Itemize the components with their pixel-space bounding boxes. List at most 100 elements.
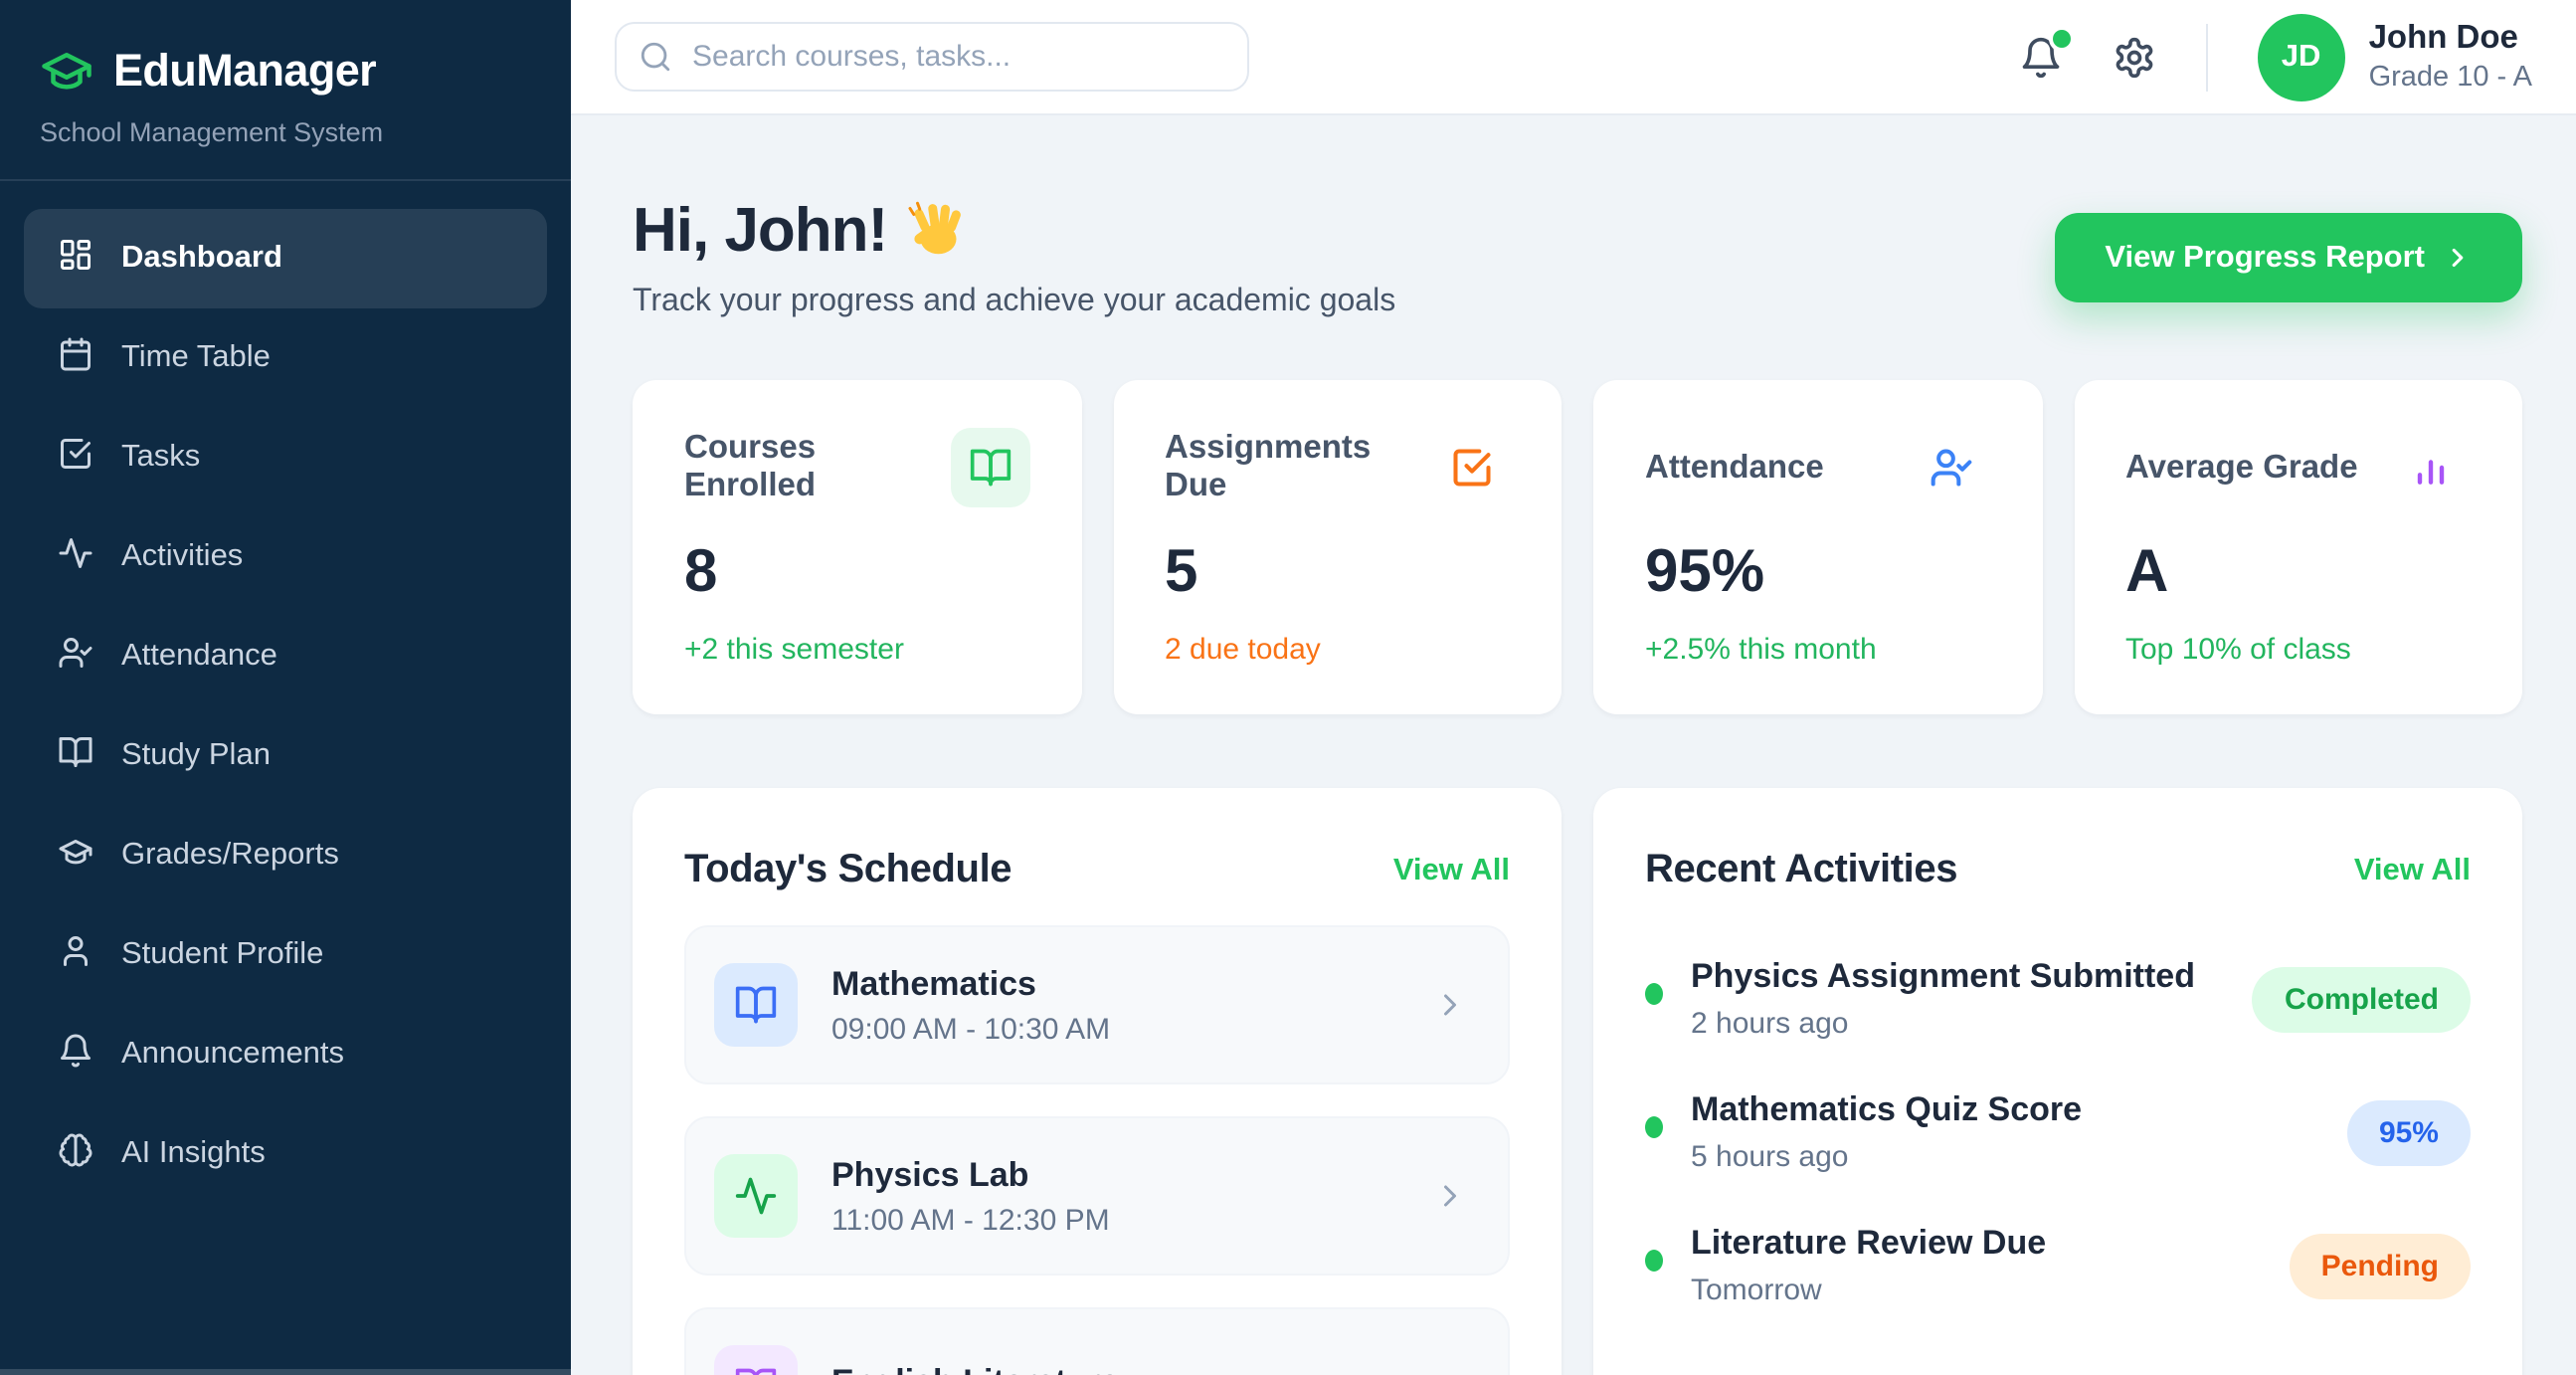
schedule-item-english-literature[interactable]: English Literature xyxy=(684,1307,1510,1375)
sidebar-item-label: Student Profile xyxy=(121,937,324,971)
user-icon xyxy=(58,932,93,978)
page-title: Hi, John! xyxy=(633,195,1395,267)
sidebar-item-label: Time Table xyxy=(121,340,271,374)
activity-time: 5 hours ago xyxy=(1691,1140,1849,1174)
activity-pulse-icon xyxy=(58,534,93,580)
stat-delta: +2.5% this month xyxy=(1645,633,1877,667)
graduation-cap-icon xyxy=(58,833,93,879)
sidebar-scrollbar[interactable] xyxy=(0,1369,571,1375)
user-check-icon xyxy=(1911,428,1990,507)
logo: EduManager xyxy=(0,0,571,98)
chevron-right-icon xyxy=(1432,987,1468,1023)
gear-icon xyxy=(2116,36,2152,78)
green-dot-icon xyxy=(1645,1250,1663,1272)
sidebar-item-label: AI Insights xyxy=(121,1136,266,1170)
chevron-right-icon xyxy=(2452,248,2464,268)
sidebar-item-label: Dashboard xyxy=(121,241,282,275)
green-dot-icon xyxy=(1645,983,1663,1005)
activity-pulse-icon xyxy=(714,1154,798,1238)
top-bar: JD John Doe Grade 10 - A xyxy=(571,0,2576,115)
sidebar-item-label: Grades/Reports xyxy=(121,838,339,872)
activity-title: Mathematics Quiz Score xyxy=(1691,1090,2083,1128)
activity-time: 2 hours ago xyxy=(1691,1007,1849,1041)
avatar: JD xyxy=(2257,13,2345,100)
settings-button[interactable] xyxy=(2113,35,2156,79)
score-badge: 95% xyxy=(2346,1099,2471,1165)
sidebar-item-label: Study Plan xyxy=(121,738,271,772)
activity-item[interactable]: Mathematics Quiz Score 5 hours ago 95% xyxy=(1645,1090,2471,1174)
search-box xyxy=(615,22,1249,92)
stat-label: Courses Enrolled xyxy=(684,430,817,503)
todays-schedule-panel: Today's Schedule View All Mathematics 09… xyxy=(633,788,1562,1375)
schedule-item-mathematics[interactable]: Mathematics 09:00 AM - 10:30 AM xyxy=(684,925,1510,1084)
stat-card-assignments-due[interactable]: Assignments Due 5 2 due today xyxy=(1113,380,1562,714)
stat-label: Average Grade xyxy=(2125,449,2358,485)
sidebar-item-student-profile[interactable]: Student Profile xyxy=(24,905,547,1005)
activity-list: Physics Assignment Submitted 2 hours ago… xyxy=(1645,957,2471,1307)
user-name: John Doe xyxy=(2368,20,2518,57)
stat-label: Assignments Due xyxy=(1165,430,1372,503)
sidebar-nav: Dashboard Time Table Tasks Activities At… xyxy=(0,181,571,1232)
class-time: 09:00 AM - 10:30 AM xyxy=(831,1012,1111,1046)
activities-view-all-link[interactable]: View All xyxy=(2353,853,2471,886)
user-grade: Grade 10 - A xyxy=(2368,61,2532,94)
bell-icon xyxy=(2022,36,2059,78)
activity-item[interactable]: Physics Assignment Submitted 2 hours ago… xyxy=(1645,957,2471,1041)
sidebar-item-tasks[interactable]: Tasks xyxy=(24,408,547,507)
sidebar-item-announcements[interactable]: Announcements xyxy=(24,1005,547,1104)
panel-title: Today's Schedule xyxy=(684,848,1012,891)
check-square-icon xyxy=(58,435,93,481)
search-input[interactable] xyxy=(615,22,1249,92)
status-badge: Completed xyxy=(2252,966,2471,1032)
sidebar-divider xyxy=(0,179,571,181)
stat-value: 5 xyxy=(1165,539,1198,605)
sidebar-item-study-plan[interactable]: Study Plan xyxy=(24,706,547,806)
chevron-right-icon xyxy=(1432,1369,1468,1375)
sidebar-item-label: Announcements xyxy=(121,1037,345,1071)
sidebar-item-label: Activities xyxy=(121,539,244,573)
topbar-right: JD John Doe Grade 10 - A xyxy=(2019,13,2532,100)
stat-value: A xyxy=(2125,539,2169,605)
activity-title: Physics Assignment Submitted xyxy=(1691,957,2195,995)
book-open-icon xyxy=(951,428,1029,507)
stat-card-average-grade[interactable]: Average Grade A Top 10% of class xyxy=(2074,380,2522,714)
schedule-view-all-link[interactable]: View All xyxy=(1392,853,1510,886)
stat-label: Attendance xyxy=(1645,449,1824,485)
activity-title: Literature Review Due xyxy=(1691,1224,2047,1262)
status-badge: Pending xyxy=(2289,1233,2471,1298)
sidebar-item-attendance[interactable]: Attendance xyxy=(24,607,547,706)
notifications-button[interactable] xyxy=(2019,29,2071,79)
schedule-item-physics-lab[interactable]: Physics Lab 11:00 AM - 12:30 PM xyxy=(684,1116,1510,1276)
stat-card-courses-enrolled[interactable]: Courses Enrolled 8 +2 this semester xyxy=(633,380,1081,714)
sidebar-item-time-table[interactable]: Time Table xyxy=(24,308,547,408)
calendar-icon xyxy=(58,335,93,381)
activity-time: Tomorrow xyxy=(1691,1274,1822,1307)
stat-delta: 2 due today xyxy=(1165,633,1321,667)
user-menu[interactable]: JD John Doe Grade 10 - A xyxy=(2257,13,2532,100)
dashboard-content: Hi, John! xyxy=(571,115,2576,1375)
class-name: English Literature xyxy=(831,1363,1119,1375)
chevron-right-icon xyxy=(1432,1178,1468,1214)
stat-value: 95% xyxy=(1645,539,1765,605)
book-open-icon xyxy=(714,963,798,1047)
recent-activities-panel: Recent Activities View All Physics Assig… xyxy=(1593,788,2522,1375)
sidebar-item-dashboard[interactable]: Dashboard xyxy=(24,209,547,308)
user-check-icon xyxy=(58,634,93,680)
brain-icon xyxy=(58,1131,93,1177)
check-square-icon xyxy=(1433,428,1510,507)
sidebar-item-ai-insights[interactable]: AI Insights xyxy=(24,1104,547,1204)
stat-card-attendance[interactable]: Attendance 95% +2.5% this month xyxy=(1593,380,2042,714)
sidebar-item-grades-reports[interactable]: Grades/Reports xyxy=(24,806,547,905)
activity-item[interactable]: Literature Review Due Tomorrow Pending xyxy=(1645,1224,2471,1307)
sidebar-item-activities[interactable]: Activities xyxy=(24,507,547,607)
panel-title: Recent Activities xyxy=(1645,848,1958,891)
class-time: 11:00 AM - 12:30 PM xyxy=(831,1203,1110,1237)
main-column: JD John Doe Grade 10 - A Hi, John! xyxy=(571,0,2576,1375)
search-icon xyxy=(641,42,670,72)
bell-icon xyxy=(58,1032,93,1078)
view-progress-report-button[interactable]: View Progress Report xyxy=(2055,213,2522,302)
sidebar-item-label: Tasks xyxy=(121,440,201,474)
class-name: Physics Lab xyxy=(831,1155,1029,1193)
header-divider xyxy=(2205,23,2208,91)
stat-delta: Top 10% of class xyxy=(2125,633,2351,667)
